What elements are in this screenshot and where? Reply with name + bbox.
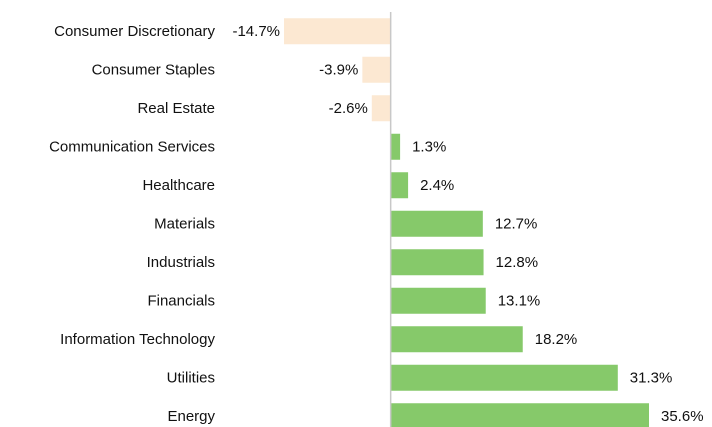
- bar: [362, 56, 391, 83]
- bar: [390, 403, 649, 427]
- category-label: Real Estate: [137, 100, 215, 117]
- category-label: Healthcare: [142, 177, 215, 194]
- bar: [371, 95, 391, 122]
- data-label: 13.1%: [498, 293, 541, 310]
- category-label: Financials: [147, 293, 215, 310]
- category-label: Materials: [154, 216, 215, 233]
- data-label: 12.8%: [496, 254, 539, 271]
- category-label: Communication Services: [49, 139, 215, 156]
- category-label: Energy: [167, 408, 215, 425]
- category-label: Utilities: [167, 370, 215, 387]
- data-label: 2.4%: [420, 177, 454, 194]
- data-label: 31.3%: [630, 370, 673, 387]
- data-label: 35.6%: [661, 408, 704, 425]
- category-label: Consumer Staples: [92, 62, 215, 79]
- bar: [390, 210, 483, 237]
- bar: [390, 364, 618, 391]
- bar: [390, 133, 401, 160]
- bar: [390, 326, 523, 353]
- category-label: Consumer Discretionary: [54, 23, 215, 40]
- data-label: 18.2%: [535, 331, 578, 348]
- data-label: -3.9%: [319, 62, 358, 79]
- data-label: 1.3%: [412, 139, 446, 156]
- bar: [284, 18, 391, 45]
- category-label: Industrials: [147, 254, 215, 271]
- data-label: -2.6%: [329, 100, 368, 117]
- bar: [390, 249, 484, 276]
- data-label: 12.7%: [495, 216, 538, 233]
- bar: [390, 287, 486, 314]
- category-label: Information Technology: [60, 331, 215, 348]
- bar: [390, 172, 409, 199]
- data-label: -14.7%: [232, 23, 280, 40]
